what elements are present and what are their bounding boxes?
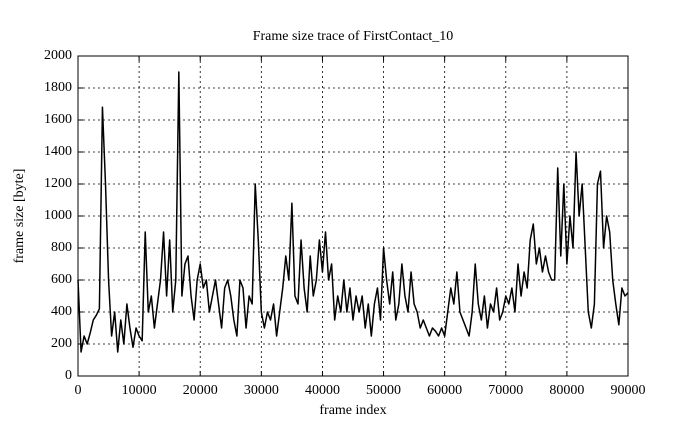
y-tick-label: 1000 xyxy=(44,208,72,223)
x-tick-label: 0 xyxy=(75,383,82,398)
y-tick-label: 1200 xyxy=(44,176,72,191)
x-tick-label: 60000 xyxy=(427,383,462,398)
y-tick-label: 600 xyxy=(51,272,72,287)
y-tick-label: 400 xyxy=(51,304,72,319)
y-tick-label: 1400 xyxy=(44,144,72,159)
x-tick-label: 40000 xyxy=(305,383,340,398)
chart-title: Frame size trace of FirstContact_10 xyxy=(253,29,454,44)
x-tick-label: 90000 xyxy=(611,383,646,398)
x-tick-label: 20000 xyxy=(183,383,218,398)
y-axis-label: frame size [byte] xyxy=(12,169,27,264)
x-axis-label: frame index xyxy=(319,403,386,418)
x-tick-label: 70000 xyxy=(488,383,523,398)
data-line xyxy=(77,71,629,353)
y-tick-label: 800 xyxy=(51,240,72,255)
x-tick-label: 50000 xyxy=(366,383,401,398)
plot-frame xyxy=(77,55,629,377)
y-tick-label: 1600 xyxy=(44,112,72,127)
y-tick-label: 1800 xyxy=(44,80,72,95)
x-tick-label: 30000 xyxy=(244,383,279,398)
x-tick-label: 80000 xyxy=(549,383,584,398)
y-tick-label: 200 xyxy=(51,336,72,351)
y-tick-label: 0 xyxy=(65,368,72,383)
y-tick-label: 2000 xyxy=(44,48,72,63)
x-tick-label: 10000 xyxy=(122,383,157,398)
